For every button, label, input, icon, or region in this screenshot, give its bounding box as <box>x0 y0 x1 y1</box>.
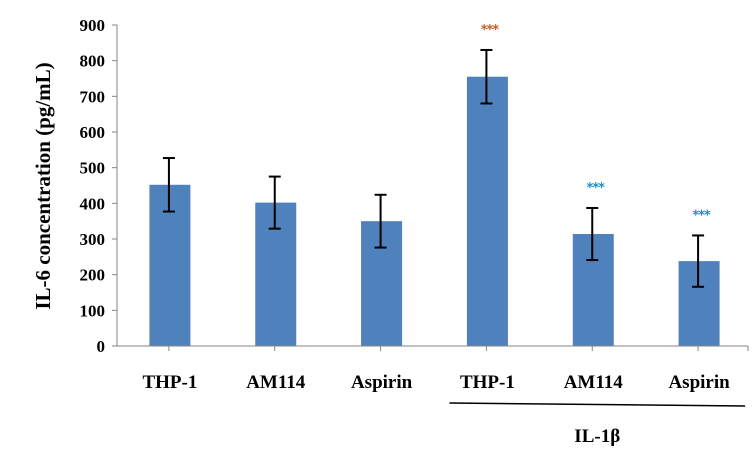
error-bar <box>586 206 599 262</box>
error-bar <box>692 234 705 288</box>
y-axis-title: IL-6 concentration (pg/mL) <box>31 62 55 309</box>
y-tick-label: 0 <box>97 337 106 356</box>
y-tick-label: 200 <box>80 266 106 285</box>
y-tick-label: 300 <box>80 230 106 249</box>
y-tick-label: 900 <box>80 16 106 35</box>
y-tick-label: 700 <box>80 87 106 106</box>
significance-marker: *** <box>587 181 606 196</box>
error-bar <box>268 175 281 230</box>
y-tick-label: 500 <box>80 159 106 178</box>
y-tick-label: 100 <box>80 301 106 320</box>
error-bar <box>374 193 387 249</box>
x-category-label: AM114 <box>246 372 306 393</box>
y-tick-label: 600 <box>80 123 106 142</box>
bar <box>466 76 508 346</box>
x-category-label: Aspirin <box>351 372 413 393</box>
error-bar <box>480 48 493 105</box>
significance-marker: *** <box>481 23 500 38</box>
group-bracket-line <box>449 402 746 407</box>
x-category-label: THP-1 <box>142 372 197 393</box>
group-label: IL-1β <box>574 426 620 447</box>
significance-marker: *** <box>692 208 711 223</box>
x-category-label: THP-1 <box>460 372 515 393</box>
y-tick-label: 400 <box>80 194 106 213</box>
error-bar <box>162 157 175 213</box>
x-category-label: Aspirin <box>668 372 730 393</box>
x-category-label: AM114 <box>564 372 624 393</box>
y-tick-label: 800 <box>80 52 106 71</box>
